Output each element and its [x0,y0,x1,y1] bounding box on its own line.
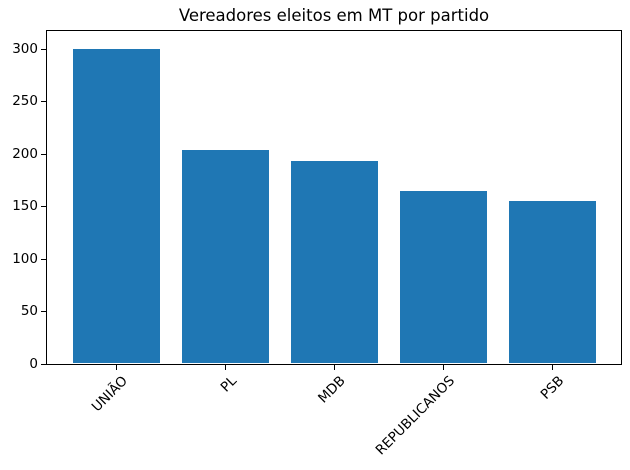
x-tick-label: PSB [537,372,568,403]
x-tick-mark [224,364,226,370]
bar-união [72,49,160,364]
y-tick-mark [41,101,46,103]
bar-psb [509,200,597,364]
y-tick-mark [41,206,46,208]
x-tick-mark [552,364,554,370]
x-tick-label: MDB [315,372,349,406]
x-tick-mark [334,364,335,370]
y-tick-label: 150 [12,198,38,215]
y-tick-mark [41,48,46,50]
y-tick-mark [41,153,46,155]
y-tick-label: 0 [29,356,38,372]
y-tick-mark [41,311,46,313]
y-tick-label: 300 [12,40,38,57]
bar-republicanos [399,191,488,364]
x-tick-mark [443,364,445,370]
y-tick-label: 50 [20,303,38,320]
y-tick-label: 200 [12,145,38,162]
chart-title: Vereadores eleitos em MT por partido [178,6,490,25]
x-tick-label: REPUBLICANOS [372,372,458,458]
y-tick-mark [41,364,46,365]
bar-mdb [290,160,379,364]
y-tick-label: 100 [12,250,38,267]
bar-pl [181,150,270,364]
x-tick-label: UNIÃO [88,372,131,415]
y-tick-mark [41,258,46,260]
x-tick-mark [115,364,117,370]
y-tick-label: 250 [12,93,38,110]
x-tick-label: PL [217,372,240,395]
